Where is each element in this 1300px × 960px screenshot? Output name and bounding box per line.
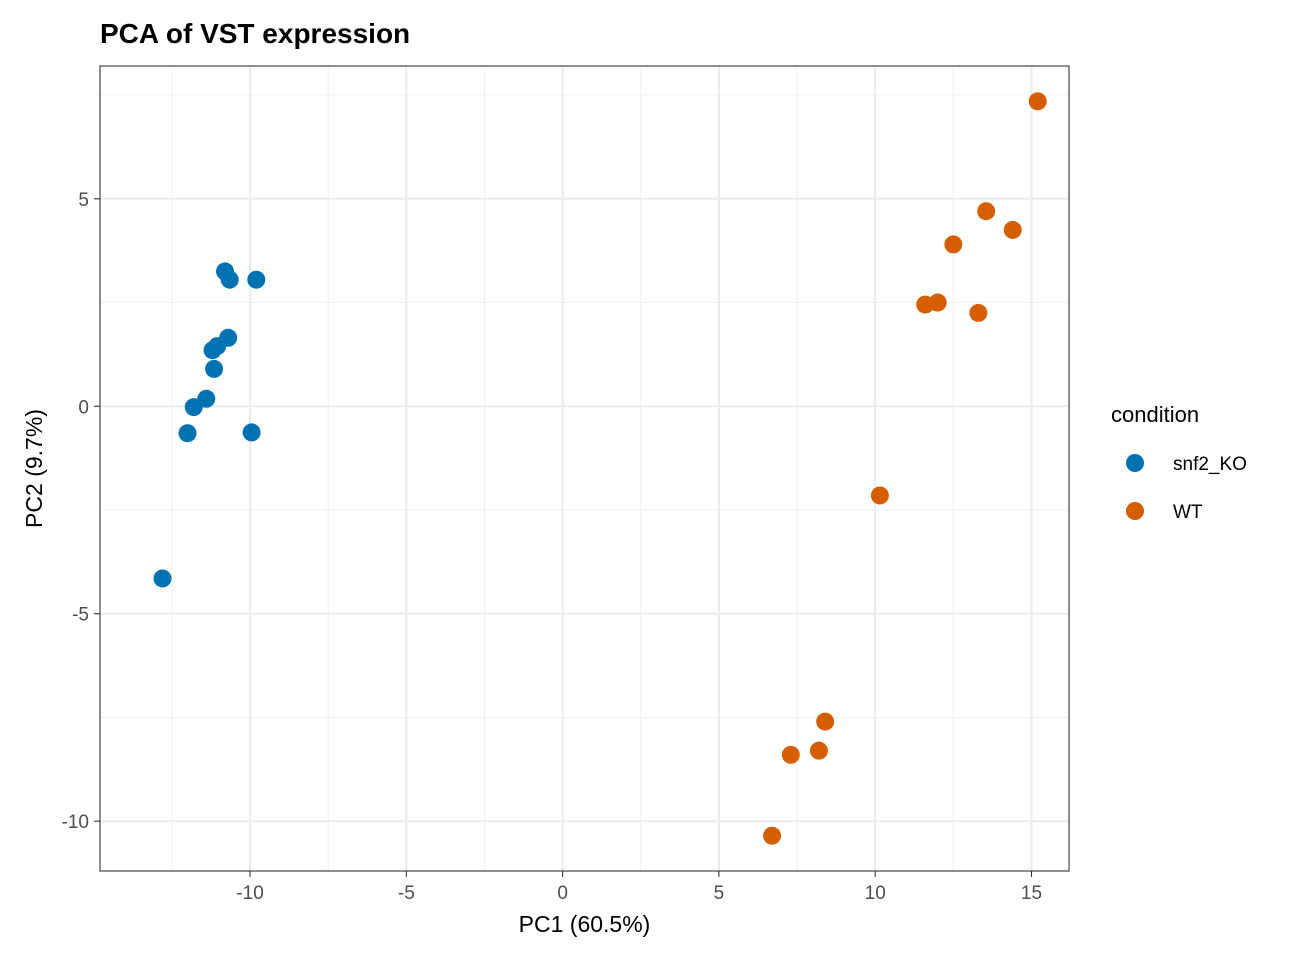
legend-key-wt bbox=[1126, 502, 1144, 520]
legend-label-snf2-ko: snf2_KO bbox=[1173, 454, 1247, 475]
point-snf2-ko bbox=[197, 389, 216, 408]
point-wt bbox=[1003, 220, 1022, 239]
x-tick-label: 5 bbox=[714, 883, 725, 904]
legend-title: condition bbox=[1111, 402, 1199, 427]
x-tick-label: -5 bbox=[398, 883, 415, 904]
minor-gridlines bbox=[100, 66, 1069, 871]
y-axis-ticks: -10 -5 0 5 bbox=[62, 190, 100, 833]
x-tick-label: 15 bbox=[1021, 883, 1042, 904]
point-snf2-ko bbox=[153, 569, 172, 588]
point-wt bbox=[969, 303, 988, 322]
point-wt bbox=[816, 712, 835, 731]
point-wt bbox=[870, 486, 889, 505]
point-snf2-ko bbox=[247, 270, 266, 289]
data-points bbox=[153, 92, 1047, 845]
point-wt bbox=[944, 235, 963, 254]
x-tick-label: 0 bbox=[557, 883, 568, 904]
legend-label-wt: WT bbox=[1173, 502, 1203, 523]
point-wt bbox=[928, 293, 947, 312]
x-axis-title: PC1 (60.5%) bbox=[519, 911, 651, 937]
legend: condition snf2_KO WT bbox=[1111, 402, 1247, 523]
x-tick-label: 10 bbox=[865, 883, 886, 904]
point-snf2-ko bbox=[219, 328, 238, 347]
point-snf2-ko bbox=[205, 359, 224, 378]
point-wt bbox=[763, 826, 782, 845]
plot-panel-background bbox=[100, 66, 1069, 871]
y-tick-label: 0 bbox=[78, 397, 89, 418]
y-tick-label: -5 bbox=[72, 605, 89, 626]
x-tick-label: -10 bbox=[236, 883, 263, 904]
point-snf2-ko bbox=[242, 423, 261, 442]
point-snf2-ko bbox=[220, 270, 239, 289]
point-wt bbox=[977, 202, 996, 221]
y-tick-label: -10 bbox=[62, 812, 89, 833]
plot-panel-border bbox=[99, 65, 1070, 872]
point-wt bbox=[809, 741, 828, 760]
major-gridlines bbox=[100, 66, 1069, 871]
x-axis-ticks: -10 -5 0 5 10 15 bbox=[236, 871, 1042, 904]
legend-items: snf2_KO WT bbox=[1126, 454, 1247, 523]
point-wt bbox=[781, 745, 800, 764]
point-wt bbox=[1028, 92, 1047, 111]
y-axis-title: PC2 (9.7%) bbox=[21, 409, 47, 528]
chart-title: PCA of VST expression bbox=[100, 18, 410, 49]
point-snf2-ko bbox=[178, 424, 197, 443]
y-tick-label: 5 bbox=[78, 190, 89, 211]
legend-key-snf2-ko bbox=[1126, 454, 1144, 472]
